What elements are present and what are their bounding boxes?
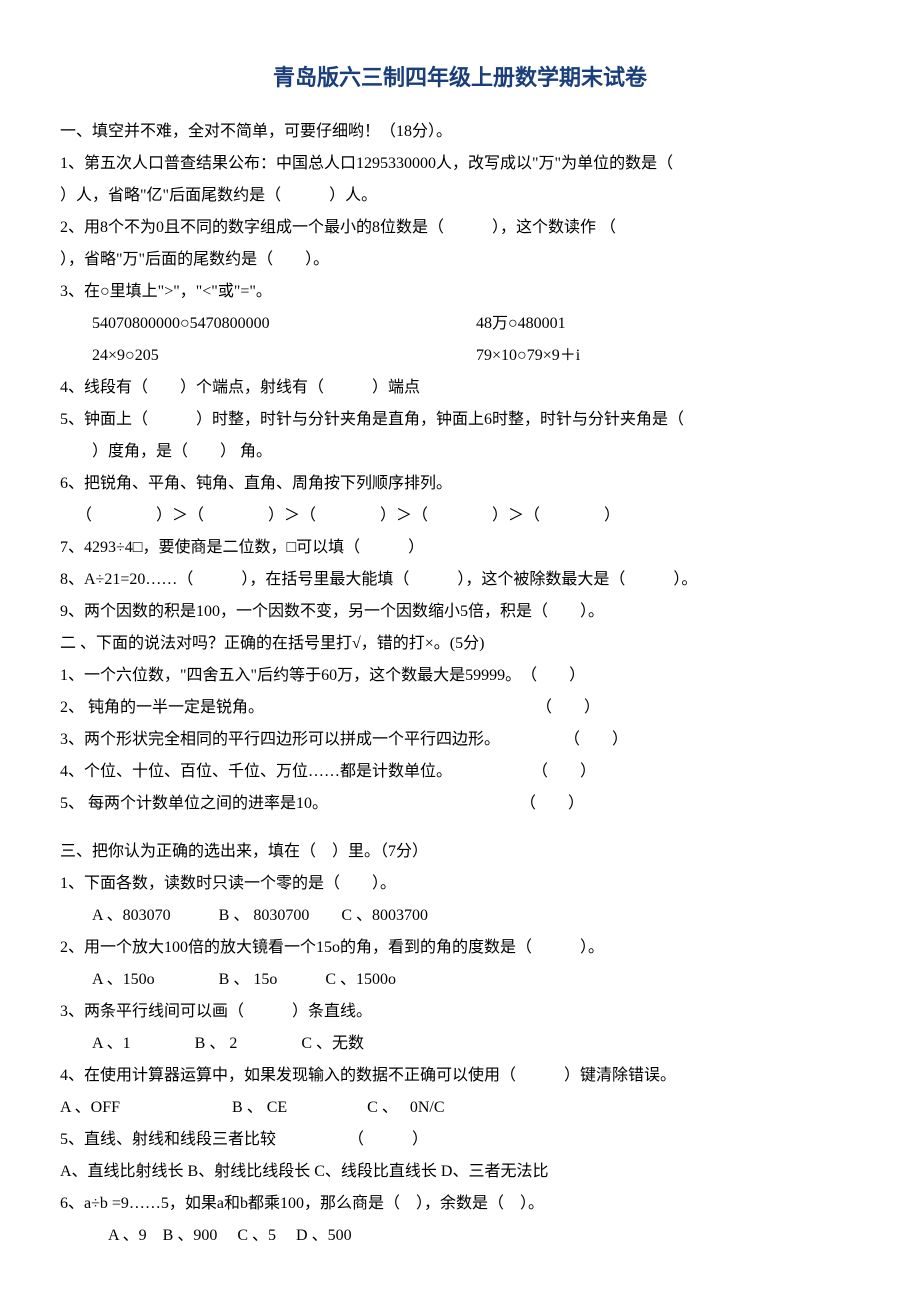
s3-q2-line1: 2、用一个放大100倍的放大镜看一个15o的角，看到的角的度数是（ ）。 bbox=[60, 932, 860, 964]
q5-line1: 5、钟面上（ ）时整，时针与分针夹角是直角，钟面上6时整，时针与分针夹角是（ bbox=[60, 404, 860, 436]
section1-header: 一、填空并不难，全对不简单，可要仔细哟！（18分）。 bbox=[60, 116, 860, 148]
q3-cell-2b: 79×10○79×9＋i bbox=[476, 347, 580, 364]
s2-q5: 5、 每两个计数单位之间的进率是10。 （ ） bbox=[60, 788, 860, 820]
s3-q4-line1: 4、在使用计算器运算中，如果发现输入的数据不正确可以使用（ ）键清除错误。 bbox=[60, 1060, 860, 1092]
q3-cell-1a: 54070800000○5470800000 bbox=[92, 308, 472, 340]
q3-cell-2a: 24×9○205 bbox=[92, 340, 472, 372]
q6-line1: 6、把锐角、平角、钝角、直角、周角按下列顺序排列。 bbox=[60, 468, 860, 500]
s3-q5-line1: 5、直线、射线和线段三者比较 （ ） bbox=[60, 1124, 860, 1156]
section3-header: 三、把你认为正确的选出来，填在（ ）里。（7分） bbox=[60, 836, 860, 868]
q5-line2: ）度角，是（ ） 角。 bbox=[60, 436, 860, 468]
q3-cell-1b: 48万○480001 bbox=[476, 315, 566, 332]
s3-q5-line2: A、直线比射线长 B、射线比线段长 C、线段比直线长 D、三者无法比 bbox=[60, 1156, 860, 1188]
q9: 9、两个因数的积是100，一个因数不变，另一个因数缩小5倍，积是（ ）。 bbox=[60, 596, 860, 628]
section2-header: 二 、下面的说法对吗？正确的在括号里打√，错的打×。(5分) bbox=[60, 628, 860, 660]
q1-line2: ）人，省略"亿"后面尾数约是（ ）人。 bbox=[60, 180, 860, 212]
q3-row2: 24×9○205 79×10○79×9＋i bbox=[60, 340, 860, 372]
page-title: 青岛版六三制四年级上册数学期末试卷 bbox=[60, 60, 860, 92]
s3-q3-line2: A 、1 B 、 2 C 、无数 bbox=[60, 1028, 860, 1060]
s3-q1-line2: A 、803070 B 、 8030700 C 、8003700 bbox=[60, 900, 860, 932]
q7: 7、4293÷4□，要使商是二位数，□可以填（ ） bbox=[60, 532, 860, 564]
s3-q4-line2: A 、OFF B 、 CE C 、 0N/C bbox=[60, 1092, 860, 1124]
q1-line1: 1、第五次人口普查结果公布：中国总人口1295330000人，改写成以"万"为单… bbox=[60, 148, 860, 180]
s3-q6-line2: A 、9 B 、900 C 、5 D 、500 bbox=[60, 1220, 860, 1252]
s2-q4: 4、个位、十位、百位、千位、万位……都是计数单位。 （ ） bbox=[60, 756, 860, 788]
q4: 4、线段有（ ）个端点，射线有（ ）端点 bbox=[60, 372, 860, 404]
s2-q1: 1、一个六位数，"四舍五入"后约等于60万，这个数最大是59999。 （ ） bbox=[60, 660, 860, 692]
q6-line2: （ ）＞（ ）＞（ ）＞（ ）＞（ ） bbox=[60, 500, 860, 532]
q2-line1: 2、用8个不为0且不同的数字组成一个最小的8位数是（ ），这个数读作 （ bbox=[60, 212, 860, 244]
s3-q3-line1: 3、两条平行线间可以画（ ）条直线。 bbox=[60, 996, 860, 1028]
q8: 8、A÷21=20……（ ），在括号里最大能填（ ），这个被除数最大是（ ）。 bbox=[60, 564, 860, 596]
q3-row1: 54070800000○5470800000 48万○480001 bbox=[60, 308, 860, 340]
s2-q3: 3、两个形状完全相同的平行四边形可以拼成一个平行四边形。 （ ） bbox=[60, 724, 860, 756]
s3-q1-line1: 1、下面各数，读数时只读一个零的是（ ）。 bbox=[60, 868, 860, 900]
q3-header: 3、在○里填上">"，"<"或"="。 bbox=[60, 276, 860, 308]
s2-q2: 2、 钝角的一半一定是锐角。 （ ） bbox=[60, 692, 860, 724]
s3-q6-line1: 6、a÷b =9……5，如果a和b都乘100，那么商是（ ），余数是（ ）。 bbox=[60, 1188, 860, 1220]
q2-line2: ），省略"万"后面的尾数约是（ ）。 bbox=[60, 244, 860, 276]
s3-q2-line2: A 、150o B 、 15o C 、1500o bbox=[60, 964, 860, 996]
